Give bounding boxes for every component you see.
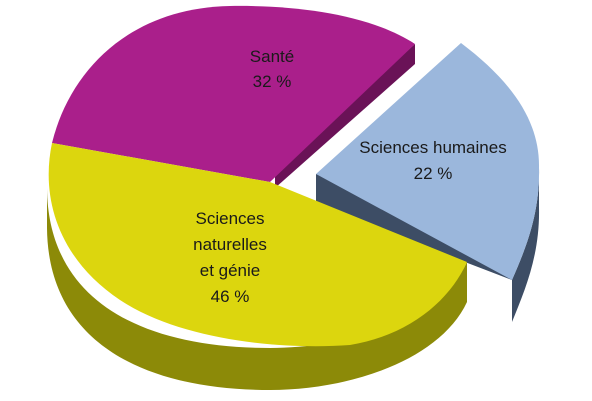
slice-sciences-naturelles [48, 143, 467, 347]
label-sciences-naturelles-line3: et génie [200, 261, 261, 280]
label-sciences-humaines-value: 22 % [414, 164, 453, 183]
label-sante-name: Santé [250, 47, 294, 66]
label-sciences-naturelles-line2: naturelles [193, 235, 267, 254]
slice-side-sciences-humaines [316, 168, 540, 322]
label-sante-value: 32 % [253, 72, 292, 91]
slice-side-sante [275, 44, 415, 188]
label-sciences-naturelles-line1: Sciences [196, 209, 265, 228]
slice-sciences-humaines [316, 43, 540, 280]
label-sciences-humaines-name: Sciences humaines [359, 138, 506, 157]
slice-sante [52, 5, 415, 182]
label-sciences-naturelles-value: 46 % [211, 287, 250, 306]
